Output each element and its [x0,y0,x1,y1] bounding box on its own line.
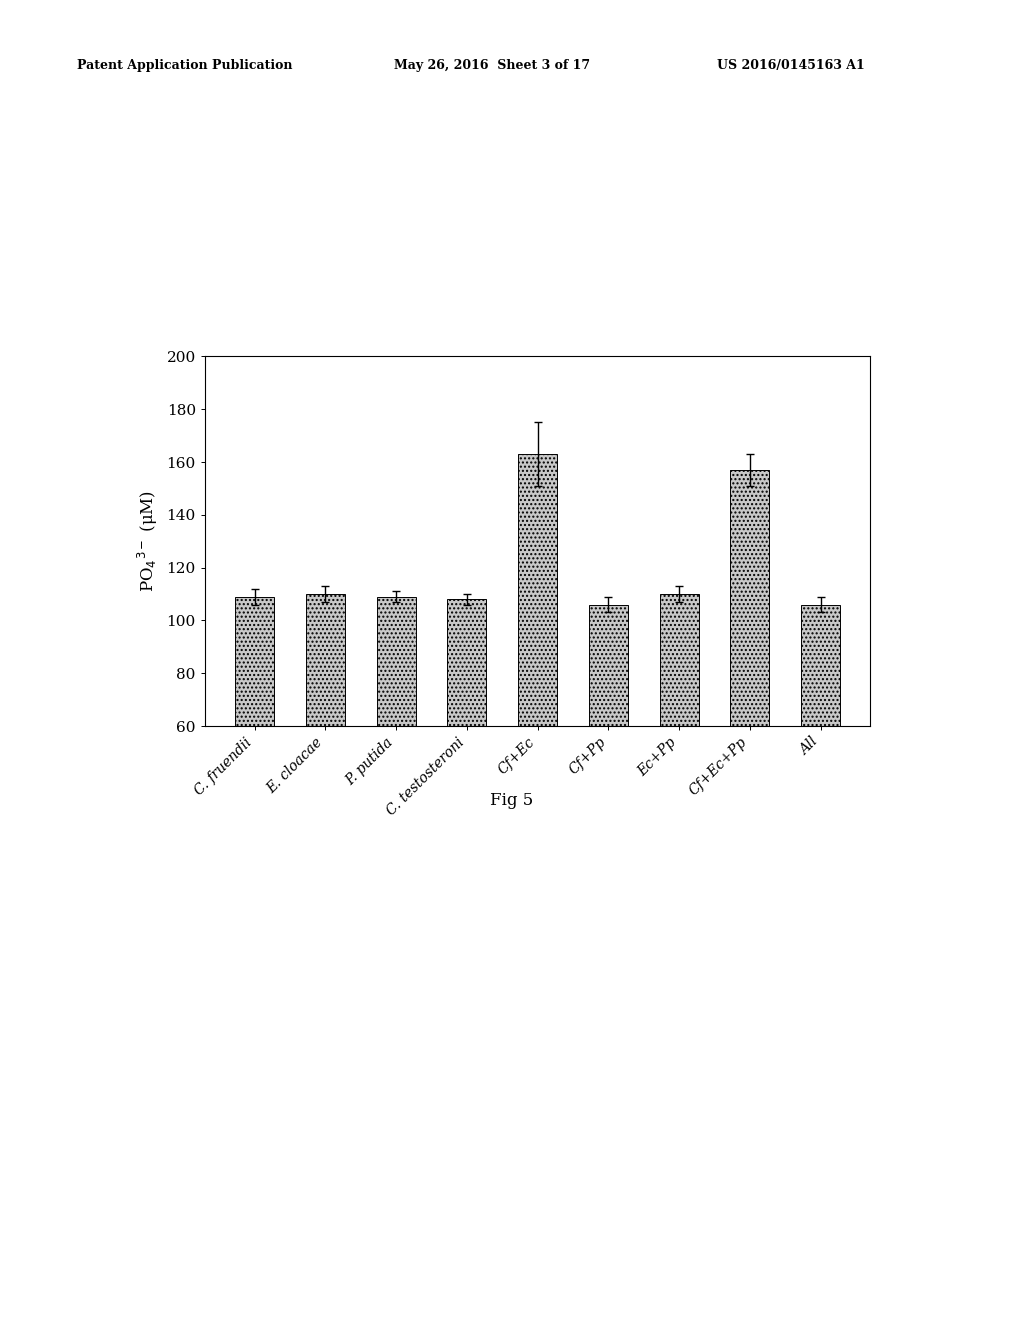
Bar [306,594,345,884]
Bar [801,605,840,884]
Y-axis label: PO$_4$$^{3-}$ (μM): PO$_4$$^{3-}$ (μM) [135,490,160,593]
Bar [447,599,486,884]
Text: Fig 5: Fig 5 [490,792,534,809]
Bar [730,470,769,884]
Bar [236,597,274,884]
Text: May 26, 2016  Sheet 3 of 17: May 26, 2016 Sheet 3 of 17 [394,59,591,73]
Bar [589,605,628,884]
Bar [659,594,698,884]
Bar [518,454,557,884]
Text: US 2016/0145163 A1: US 2016/0145163 A1 [717,59,864,73]
Text: Patent Application Publication: Patent Application Publication [77,59,292,73]
Bar [377,597,416,884]
